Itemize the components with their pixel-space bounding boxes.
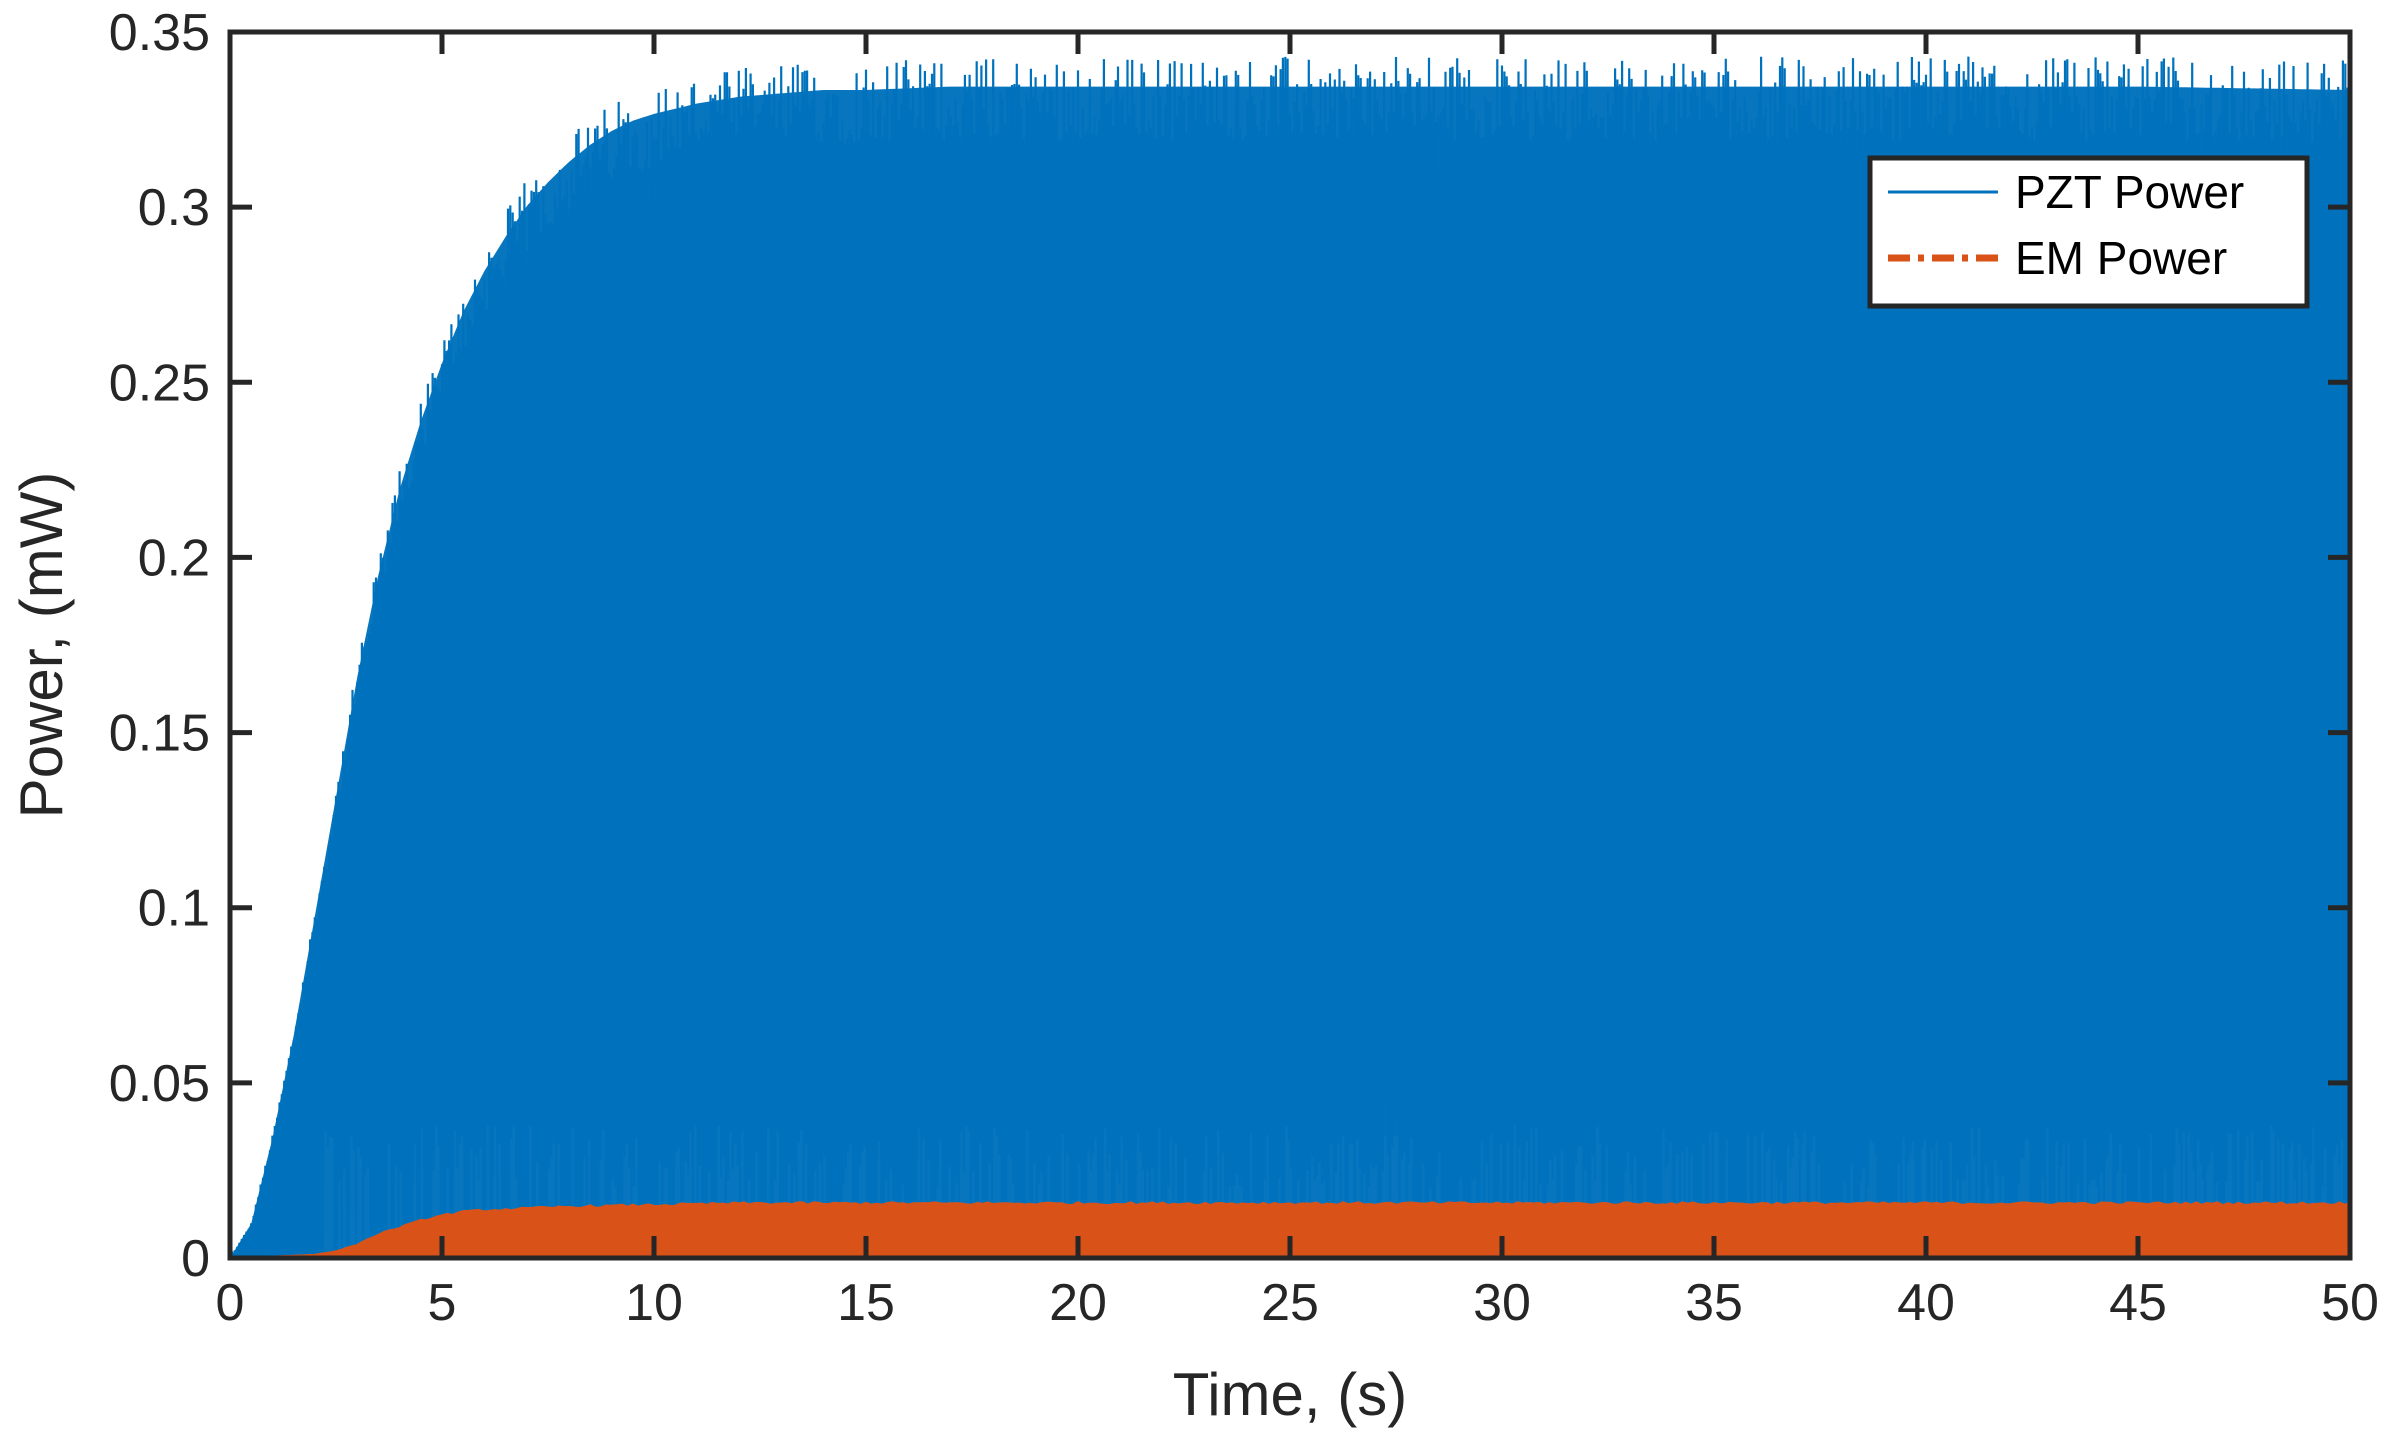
series-em-power (230, 1201, 2350, 1258)
x-tick-label: 25 (1261, 1274, 1319, 1332)
legend-box (1867, 155, 2310, 309)
y-tick-label: 0.1 (138, 880, 210, 938)
pzt-power-band (230, 86, 2350, 1258)
legend-label-pzt-power: PZT Power (2015, 166, 2244, 218)
x-tick-label: 0 (216, 1274, 245, 1332)
x-tick-label: 45 (2109, 1274, 2167, 1332)
y-tick-label: 0 (181, 1230, 210, 1288)
x-tick-label: 5 (428, 1274, 457, 1332)
y-tick-label: 0.3 (138, 179, 210, 237)
x-tick-label: 20 (1049, 1274, 1107, 1332)
x-axis-title: Time, (s) (1173, 1361, 1407, 1428)
x-tick-label: 35 (1685, 1274, 1743, 1332)
series-layer (230, 56, 2350, 1258)
legend: PZT Power EM Power (1867, 155, 2310, 309)
y-tick-label: 0.25 (109, 354, 210, 412)
x-tick-label: 15 (837, 1274, 895, 1332)
x-tick-label: 50 (2321, 1274, 2379, 1332)
y-axis-title: Power, (mW) (8, 472, 75, 819)
y-tick-label: 0.15 (109, 705, 210, 763)
x-tick-label: 10 (625, 1274, 683, 1332)
x-tick-label: 40 (1897, 1274, 1955, 1332)
legend-label-em-power: EM Power (2015, 232, 2227, 284)
y-tick-label: 0.05 (109, 1055, 210, 1113)
ticks-layer: 0 5 10 15 20 25 30 35 40 45 50 0 0.05 0.1 0.15 0.2 0.25 0… (109, 4, 2379, 1332)
x-tick-label: 30 (1473, 1274, 1531, 1332)
y-tick-label: 0.2 (138, 529, 210, 587)
em-power-band (230, 1201, 2350, 1258)
y-tick-label: 0.35 (109, 4, 210, 62)
series-pzt-power (230, 56, 2350, 1258)
